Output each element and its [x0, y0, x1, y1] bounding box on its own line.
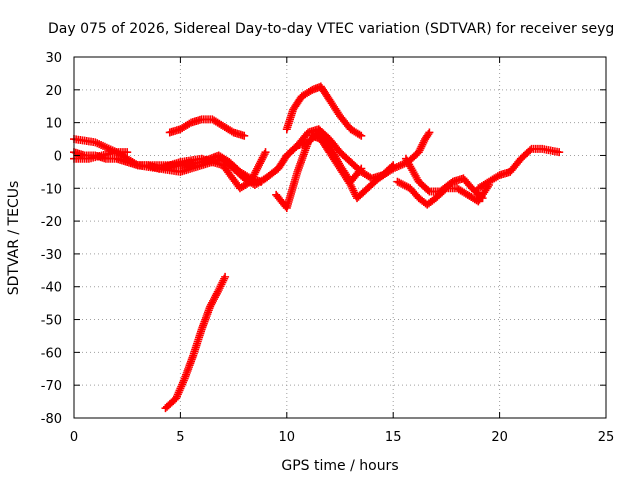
series-arc-5 — [133, 151, 266, 186]
x-tick-label: 0 — [70, 430, 78, 445]
data-point — [185, 119, 194, 128]
data-point — [251, 168, 260, 177]
data-point — [260, 150, 269, 159]
data-point — [256, 157, 265, 166]
series-arc-7 — [161, 272, 230, 413]
series-arc-9 — [282, 82, 366, 140]
data-point — [477, 192, 486, 201]
data-point — [425, 128, 434, 137]
y-axis-ticks: -80 -70 -60 -50 -40 -30 -20 -10 0 10 20 30 — [41, 51, 606, 427]
data-point — [389, 164, 398, 173]
x-axis-ticks: 0 5 10 15 20 25 — [70, 57, 614, 445]
plot-frame — [73, 56, 607, 419]
series-arc-11 — [308, 131, 383, 203]
data-point — [478, 194, 487, 203]
data-point — [493, 172, 502, 181]
data-point — [526, 146, 534, 155]
x-tick-label: 10 — [279, 430, 296, 445]
data-point — [123, 148, 132, 157]
data-point — [255, 161, 264, 170]
series-arc-12 — [374, 128, 434, 183]
y-tick-label: -40 — [41, 281, 62, 296]
data-point — [394, 162, 403, 171]
y-tick-label: -10 — [41, 182, 62, 197]
y-tick-label: 30 — [45, 51, 62, 66]
data-point — [391, 163, 400, 172]
data-series — [70, 82, 564, 413]
chart-title: Day 075 of 2026, Sidereal Day-to-day VTE… — [48, 21, 614, 37]
y-tick-label: -30 — [41, 248, 62, 263]
data-point — [555, 148, 564, 157]
data-point — [258, 153, 267, 162]
data-point — [396, 161, 405, 170]
y-tick-label: 10 — [45, 117, 62, 132]
data-point — [227, 127, 236, 136]
data-point — [261, 148, 270, 157]
y-tick-label: -50 — [41, 314, 62, 329]
data-point — [257, 177, 266, 186]
data-point — [423, 186, 432, 195]
x-tick-label: 5 — [176, 430, 184, 445]
x-tick-label: 15 — [385, 430, 402, 445]
data-point — [213, 287, 222, 296]
data-point — [259, 151, 268, 160]
data-point — [392, 162, 401, 171]
x-tick-label: 20 — [491, 430, 508, 445]
y-axis-label: SDTVAR / TECUs — [6, 181, 22, 296]
data-point — [357, 131, 366, 140]
data-point — [252, 166, 261, 175]
x-axis-label: GPS time / hours — [281, 458, 398, 474]
data-point — [355, 130, 364, 139]
data-point — [254, 162, 263, 171]
y-tick-label: -20 — [41, 215, 62, 230]
y-tick-label: 0 — [54, 149, 62, 164]
data-point — [306, 86, 315, 95]
y-tick-label: -70 — [41, 379, 62, 394]
data-point — [221, 272, 230, 281]
y-tick-label: -60 — [41, 346, 62, 361]
y-tick-label: -80 — [41, 412, 62, 427]
data-point — [255, 159, 264, 168]
series-arc-3 — [70, 148, 132, 163]
data-point — [240, 131, 249, 140]
grid-lines — [74, 57, 606, 418]
data-point — [257, 155, 266, 164]
x-tick-label: 25 — [598, 430, 615, 445]
data-point — [424, 130, 433, 139]
series-arc-15 — [474, 144, 564, 193]
data-point — [244, 173, 253, 182]
y-tick-label: 20 — [45, 84, 62, 99]
series-arc-14 — [401, 154, 487, 203]
series-arc-6 — [165, 115, 249, 140]
data-point — [253, 164, 262, 173]
